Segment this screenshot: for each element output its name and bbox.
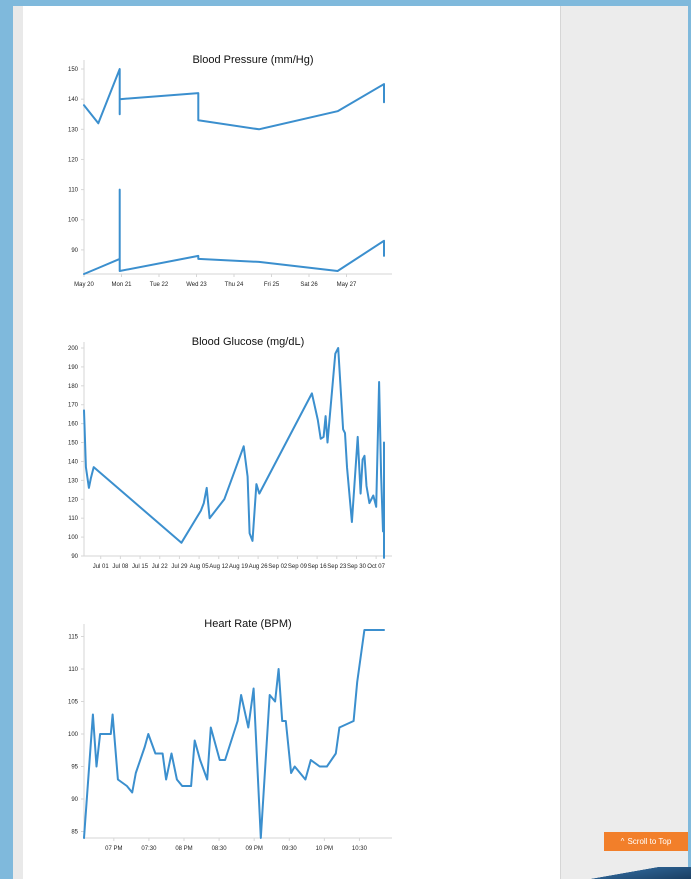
blood-glucose-y-tick-label: 130	[68, 478, 79, 484]
blood-pressure-series-line-1	[83, 68, 385, 131]
blood-glucose-x-tick-label: Jul 22	[152, 564, 169, 570]
heart-rate-series-line-1	[83, 629, 385, 839]
blood-pressure-x-tick-label: Wed 23	[186, 282, 207, 288]
blood-pressure-title: Blood Pressure (mm/Hg)	[192, 54, 313, 66]
blood-glucose-x-tick-label: Sep 02	[268, 564, 288, 570]
heart-rate-x-tick-label: 08 PM	[175, 846, 192, 852]
blood-glucose-y-tick-label: 150	[68, 441, 79, 447]
blood-pressure-y-tick-label: 130	[68, 127, 79, 133]
blood-glucose-x-tick-label: Jul 08	[112, 564, 129, 570]
heart-rate-x-tick-label: 09:30	[282, 846, 298, 852]
blood-pressure-y-tick-label: 90	[71, 248, 78, 254]
heart-rate-y-tick-label: 90	[71, 797, 78, 803]
chevron-up-icon: ^	[620, 837, 625, 846]
blood-glucose-x-tick-label: Sep 16	[308, 564, 328, 570]
blood-pressure-x-tick-label: Tue 22	[150, 282, 169, 288]
heart-rate-y-tick-label: 85	[71, 830, 78, 836]
blood-glucose-title: Blood Glucose (mg/dL)	[192, 336, 305, 348]
blood-glucose-x-tick-label: Sep 30	[347, 564, 367, 570]
blood-glucose-y-tick-label: 160	[68, 422, 79, 428]
blood-glucose-x-tick-label: Aug 05	[190, 564, 210, 570]
blood-pressure-y-tick-label: 150	[68, 67, 79, 73]
blood-glucose-x-tick-label: Jul 01	[93, 564, 110, 570]
blood-glucose-y-tick-label: 180	[68, 384, 79, 390]
heart-rate-x-tick-label: 10 PM	[316, 846, 333, 852]
blood-pressure-x-tick-label: Fri 25	[264, 282, 280, 288]
blood-glucose-y-tick-label: 100	[68, 535, 79, 541]
blood-glucose-y-tick-label: 200	[68, 346, 79, 352]
heart-rate-y-tick-label: 115	[68, 635, 78, 641]
heart-rate-y-tick-label: 100	[68, 732, 79, 738]
heart-rate-y-tick-label: 95	[71, 765, 78, 771]
blood-pressure-x-tick-label: May 27	[337, 282, 357, 288]
blood-glucose-x-tick-label: Aug 12	[209, 564, 229, 570]
heart-rate-x-tick-label: 07 PM	[105, 846, 122, 852]
blood-pressure-x-tick-label: May 20	[74, 282, 94, 288]
right-panel	[560, 6, 688, 879]
heart-rate-x-tick-label: 10:30	[352, 846, 368, 852]
scroll-to-top-button[interactable]: ^ Scroll to Top	[604, 832, 688, 851]
heart-rate-chart: Heart Rate (BPM) 85 90 95 100 105 110 115 07 PM 0…	[23, 610, 559, 870]
blood-glucose-chart: Blood Glucose (mg/dL) 90 100 110 120 130 140 15…	[23, 328, 559, 588]
corner-decoration	[590, 867, 691, 879]
blood-pressure-x-tick-label: Mon 21	[111, 282, 132, 288]
heart-rate-title: Heart Rate (BPM)	[204, 618, 291, 630]
heart-rate-y-tick-label: 110	[68, 667, 78, 673]
blood-pressure-svg: Blood Pressure (mm/Hg) 90 100 110 120 130 140 1…	[68, 54, 392, 288]
left-rail	[13, 6, 23, 879]
blood-glucose-y-tick-label: 110	[68, 516, 78, 522]
blood-pressure-y-tick-label: 110	[68, 188, 78, 194]
blood-pressure-x-tick-label: Sat 26	[300, 282, 318, 288]
blood-pressure-x-tick-label: Thu 24	[225, 282, 244, 288]
blood-glucose-x-tick-label: Sep 23	[327, 564, 347, 570]
main-panel: Blood Pressure (mm/Hg) 90 100 110 120 130 140 1…	[23, 6, 559, 879]
blood-pressure-series-line-2	[83, 188, 385, 275]
blood-glucose-y-tick-label: 190	[68, 365, 79, 371]
blood-glucose-x-tick-label: Jul 29	[171, 564, 188, 570]
heart-rate-x-tick-label: 08:30	[212, 846, 228, 852]
blood-glucose-y-tick-label: 90	[71, 554, 78, 560]
blood-glucose-series-line-1	[83, 347, 385, 559]
blood-glucose-y-tick-label: 120	[68, 497, 79, 503]
blood-glucose-x-tick-label: Aug 26	[249, 564, 269, 570]
blood-pressure-y-tick-label: 140	[68, 97, 79, 103]
blood-glucose-x-tick-label: Aug 19	[229, 564, 249, 570]
blood-pressure-y-tick-label: 100	[68, 218, 79, 224]
blood-glucose-x-tick-label: Jul 15	[132, 564, 149, 570]
scroll-to-top-label: Scroll to Top	[627, 837, 672, 846]
blood-glucose-y-tick-label: 140	[68, 459, 79, 465]
heart-rate-x-tick-label: 09 PM	[246, 846, 263, 852]
blood-glucose-x-tick-label: Sep 09	[288, 564, 308, 570]
page-frame: Blood Pressure (mm/Hg) 90 100 110 120 130 140 1…	[13, 6, 688, 879]
blood-glucose-y-tick-label: 170	[68, 403, 79, 409]
blood-pressure-chart: Blood Pressure (mm/Hg) 90 100 110 120 130 140 1…	[23, 46, 559, 306]
blood-pressure-y-tick-label: 120	[68, 157, 79, 163]
blood-glucose-x-tick-label: Oct 07	[367, 564, 385, 570]
heart-rate-svg: Heart Rate (BPM) 85 90 95 100 105 110 115 07 PM 0…	[68, 618, 392, 852]
blood-glucose-svg: Blood Glucose (mg/dL) 90 100 110 120 130 140 15…	[68, 336, 392, 570]
heart-rate-y-tick-label: 105	[68, 700, 79, 706]
heart-rate-x-tick-label: 07:30	[141, 846, 157, 852]
